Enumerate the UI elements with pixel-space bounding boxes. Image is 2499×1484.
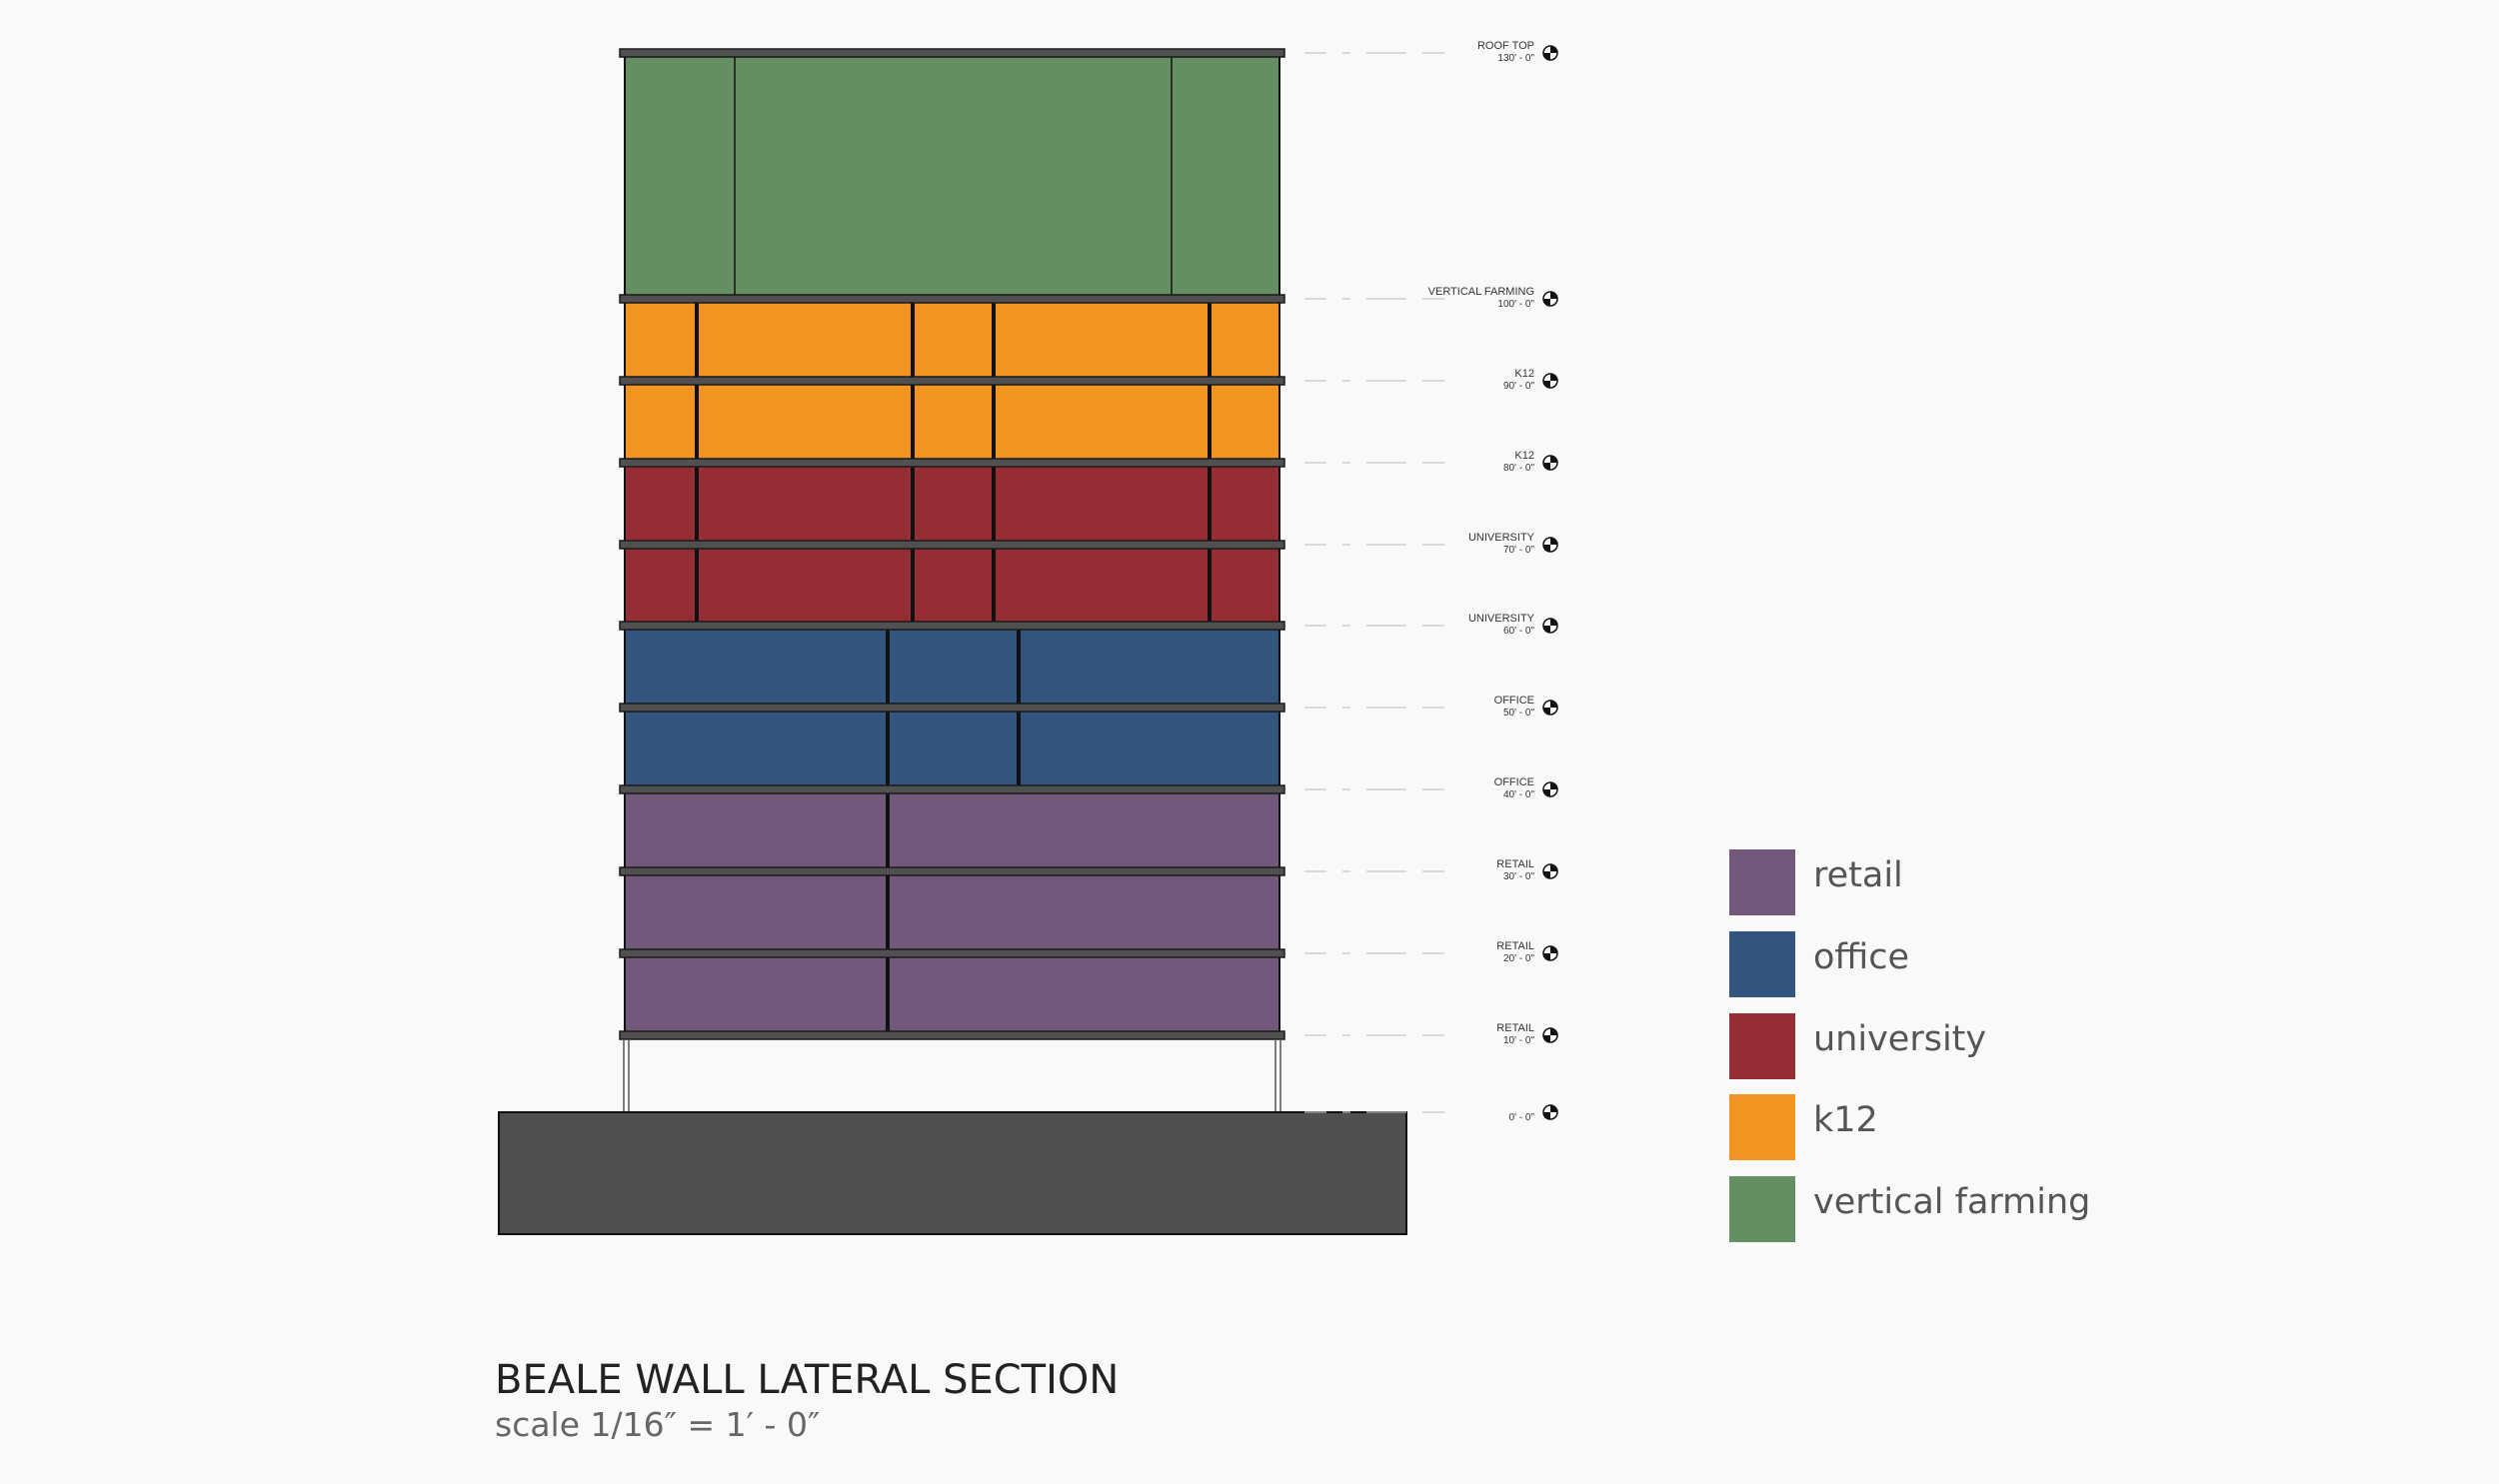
level-marker-quadrant (1543, 708, 1550, 715)
floor-k12 (625, 302, 1279, 378)
level-name: ROOF TOP (1477, 40, 1534, 52)
floor-k12 (625, 384, 1279, 460)
floor-office (625, 711, 1279, 786)
floor-slab (619, 294, 1285, 304)
floor-vertical-farming (625, 56, 1279, 296)
level-marker-quadrant (1543, 1035, 1550, 1042)
level-marker-quadrant (1543, 953, 1550, 960)
legend-item-university: university (1729, 1013, 2229, 1079)
floor-slab (619, 1030, 1285, 1040)
level-marker-quadrant (1543, 1112, 1550, 1119)
level-marker-quadrant (1543, 626, 1550, 633)
legend-swatch-k12 (1729, 1094, 1795, 1160)
level-marker-quadrant (1543, 53, 1550, 60)
level-marker-quadrant (1550, 619, 1557, 626)
level-elevation: 10' - 0" (1503, 1035, 1534, 1046)
level-marker-quadrant (1543, 789, 1550, 796)
legend-label-office: office (1813, 937, 1910, 977)
legend-label-k12: k12 (1813, 1100, 1878, 1140)
level-marker-quadrant (1550, 701, 1557, 708)
level-marker-quadrant (1543, 871, 1550, 878)
level-elevation: 130' - 0" (1497, 53, 1534, 64)
base-plinth (498, 1111, 1407, 1235)
level-name: RETAIL (1496, 940, 1534, 952)
legend-swatch-vertical-farming (1729, 1176, 1795, 1242)
level-name: OFFICE (1494, 776, 1534, 788)
level-elevation: 70' - 0" (1503, 545, 1534, 556)
level-marker-quadrant (1550, 46, 1557, 53)
level-elevation: 100' - 0" (1497, 299, 1534, 310)
legend-item-vertical-farming: vertical farming (1729, 1176, 2229, 1242)
floor-retail (625, 874, 1279, 950)
legend-swatch-university (1729, 1013, 1795, 1079)
level-marker-quadrant (1550, 1105, 1557, 1112)
legend-label-university: university (1813, 1019, 1987, 1059)
level-elevation: 90' - 0" (1503, 381, 1534, 392)
level-marker-quadrant (1550, 864, 1557, 871)
level-elevation: 50' - 0" (1503, 708, 1534, 719)
level-marker-quadrant (1550, 374, 1557, 381)
level-name: UNIVERSITY (1468, 613, 1535, 625)
legend-item-office: office (1729, 931, 2229, 997)
floor-retail (625, 956, 1279, 1032)
floor-slab (619, 48, 1285, 58)
level-elevation: 30' - 0" (1503, 871, 1534, 882)
level-name: OFFICE (1494, 695, 1534, 707)
floor-office (625, 629, 1279, 705)
legend-swatch-office (1729, 931, 1795, 997)
level-elevation: 60' - 0" (1503, 626, 1534, 637)
level-elevation: 40' - 0" (1503, 789, 1534, 800)
level-marker-quadrant (1543, 299, 1550, 306)
legend-label-vertical-farming: vertical farming (1813, 1182, 2091, 1222)
level-marker-quadrant (1550, 538, 1557, 545)
floor-slab (619, 540, 1285, 550)
level-marker-quadrant (1550, 946, 1557, 953)
floor-university (625, 548, 1279, 623)
level-marker-quadrant (1550, 292, 1557, 299)
legend-item-k12: k12 (1729, 1094, 2229, 1160)
floor-slab (619, 621, 1285, 631)
floor-university (625, 466, 1279, 542)
level-name: VERTICAL FARMING (1428, 286, 1534, 298)
level-marker-quadrant (1550, 456, 1557, 463)
legend-item-retail: retail (1729, 849, 2229, 915)
level-marker-quadrant (1543, 381, 1550, 388)
legend-swatch-retail (1729, 849, 1795, 915)
level-name: K12 (1514, 450, 1534, 462)
drawing-title: BEALE WALL LATERAL SECTION (495, 1357, 1120, 1403)
level-marker-quadrant (1550, 782, 1557, 789)
level-elevation: 80' - 0" (1503, 463, 1534, 474)
level-name: UNIVERSITY (1468, 532, 1535, 544)
floor-slab (619, 948, 1285, 958)
level-marker-quadrant (1543, 545, 1550, 552)
floor-slab (619, 866, 1285, 876)
floor-slab (619, 703, 1285, 713)
floor-slab (619, 458, 1285, 468)
floor-slab (619, 784, 1285, 794)
level-marker-quadrant (1550, 1028, 1557, 1035)
level-name: RETAIL (1496, 858, 1534, 870)
floor-retail (625, 792, 1279, 868)
drawing-scale: scale 1/16″ = 1′ - 0″ (495, 1405, 821, 1444)
floor-slab (619, 376, 1285, 386)
level-marker-quadrant (1543, 463, 1550, 470)
level-name: K12 (1514, 368, 1534, 380)
level-elevation: 0' - 0" (1509, 1112, 1535, 1123)
legend-label-retail: retail (1813, 855, 1903, 895)
level-elevation: 20' - 0" (1503, 953, 1534, 964)
level-name: RETAIL (1496, 1022, 1534, 1034)
